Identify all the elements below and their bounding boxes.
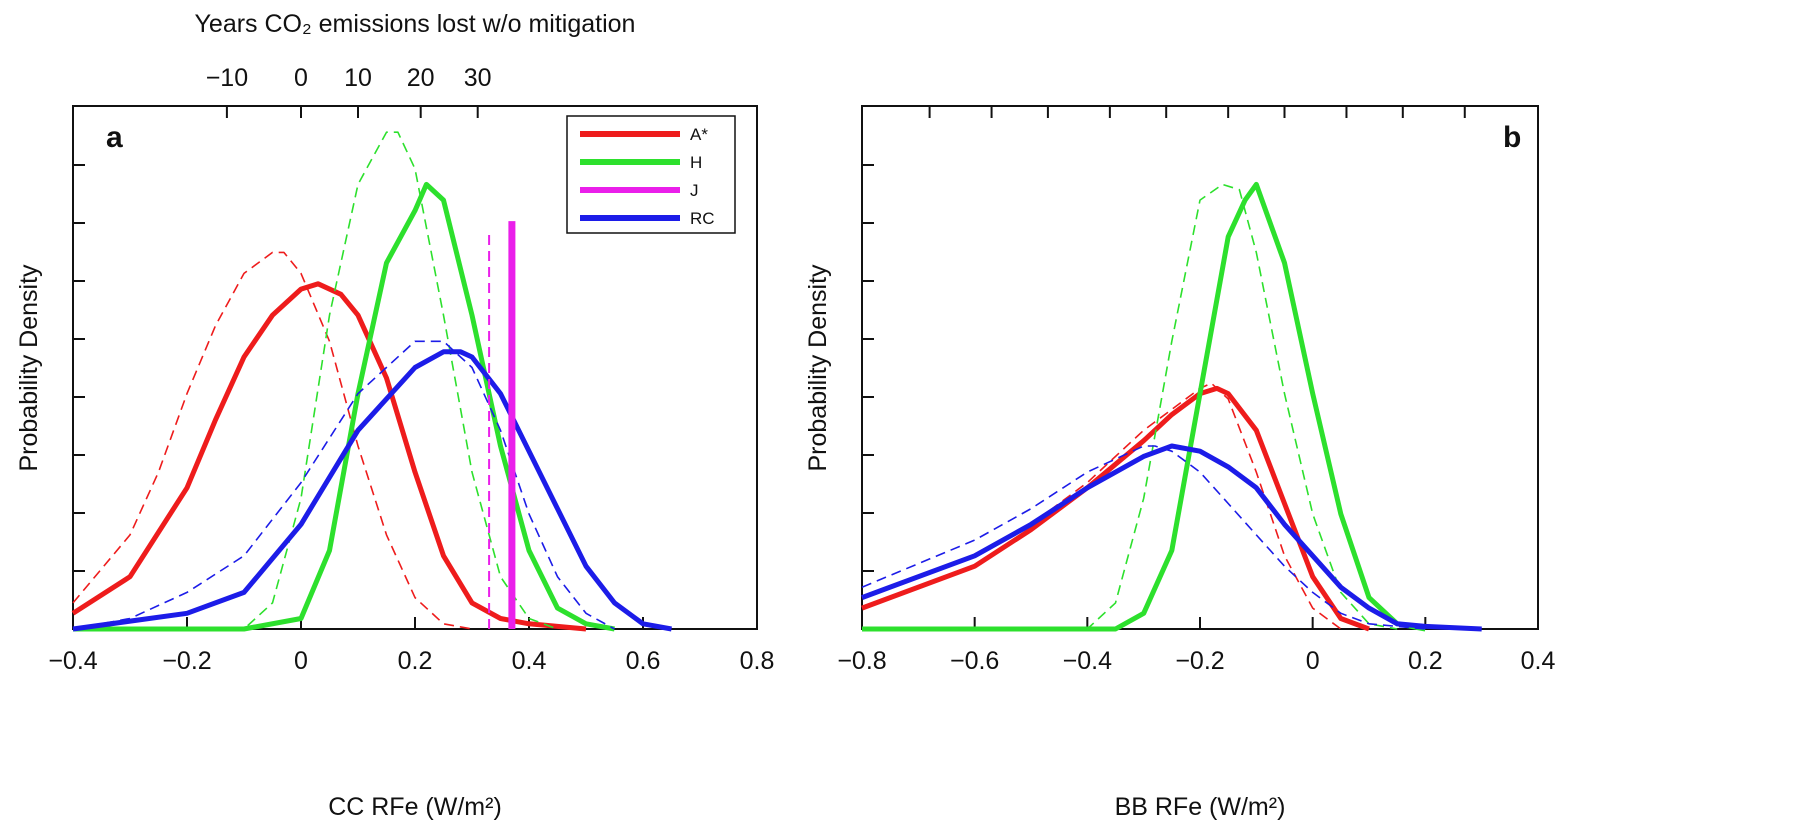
panel-a-y-ticks [73,164,85,572]
panel-a-x-axis-title: CC RFe (W/m²) [328,793,502,821]
x-tick-label: 0.2 [398,647,433,675]
x-tick-label: −0.8 [837,647,886,675]
panel-b-y-axis-title: Probability Density [804,264,832,472]
panel-a-series [71,131,672,632]
top-tick-label: 30 [464,64,492,92]
panel-a-bottom-ticks: −0.4 −0.2 0 0.2 0.4 0.6 0.8 [48,617,774,675]
legend-label: A* [690,125,708,144]
series-H-solid-thick [73,181,615,632]
top-tick-label: −10 [206,64,248,92]
x-tick-label: −0.4 [1063,647,1112,675]
panel-a-label: a [106,121,123,154]
panel-b-bottom-ticks: −0.8 −0.6 −0.4 −0.2 0 0.2 0.4 [837,617,1555,675]
x-tick-label: 0 [1306,647,1320,675]
series-H-dashed [73,131,558,630]
x-tick-label: 0.6 [626,647,661,675]
top-tick-label: 20 [407,64,435,92]
panel-b-plot-frame [861,105,1539,630]
x-tick-label: 0.2 [1408,647,1443,675]
legend-label: H [690,153,702,172]
series-Astar-solid-thick [71,281,587,632]
panel-b-label: b [1503,121,1521,154]
series-Astar-solid-thick [861,385,1370,632]
x-tick-label: −0.2 [162,647,211,675]
x-tick-label: −0.4 [48,647,97,675]
x-tick-label: 0.4 [1521,647,1556,675]
panel-a-top-axis-title: Years CO₂ emissions lost w/o mitigation [195,10,636,38]
top-tick-label: 10 [344,64,372,92]
x-tick-label: −0.6 [950,647,999,675]
x-tick-label: 0 [294,647,308,675]
x-tick-label: 0.8 [740,647,775,675]
panel-b-x-axis-title: BB RFe (W/m²) [1115,793,1286,821]
panel-a-y-axis-title: Probability Density [15,264,43,472]
x-tick-label: 0.4 [512,647,547,675]
legend: A* HJ RC [566,115,736,234]
top-tick-label: 0 [294,64,308,92]
series-RC-dashed [861,445,1426,630]
panel-b: −0.8 −0.6 −0.4 −0.2 0 0.2 0.4 b BB RFe (W/m²) … [804,105,1555,821]
legend-label: J [690,181,699,200]
series-RC-dashed [72,340,615,630]
series-Astar-dashed [72,251,473,630]
legend-label: RC [690,209,715,228]
panel-a: Years CO₂ emissions lost w/o mitigation … [15,10,774,821]
series-RC-solid-thick [861,443,1482,632]
panel-a-top-ticks: −10 0 10 20 30 [206,64,492,118]
panel-b-y-ticks [862,164,874,572]
x-tick-label: −0.2 [1175,647,1224,675]
series-Astar-dashed [861,382,1342,630]
panel-b-top-ticks [928,106,1466,118]
series-RC-solid-thick [72,349,672,632]
panel-b-series [861,181,1482,632]
series-H-solid-thick [862,181,1426,632]
